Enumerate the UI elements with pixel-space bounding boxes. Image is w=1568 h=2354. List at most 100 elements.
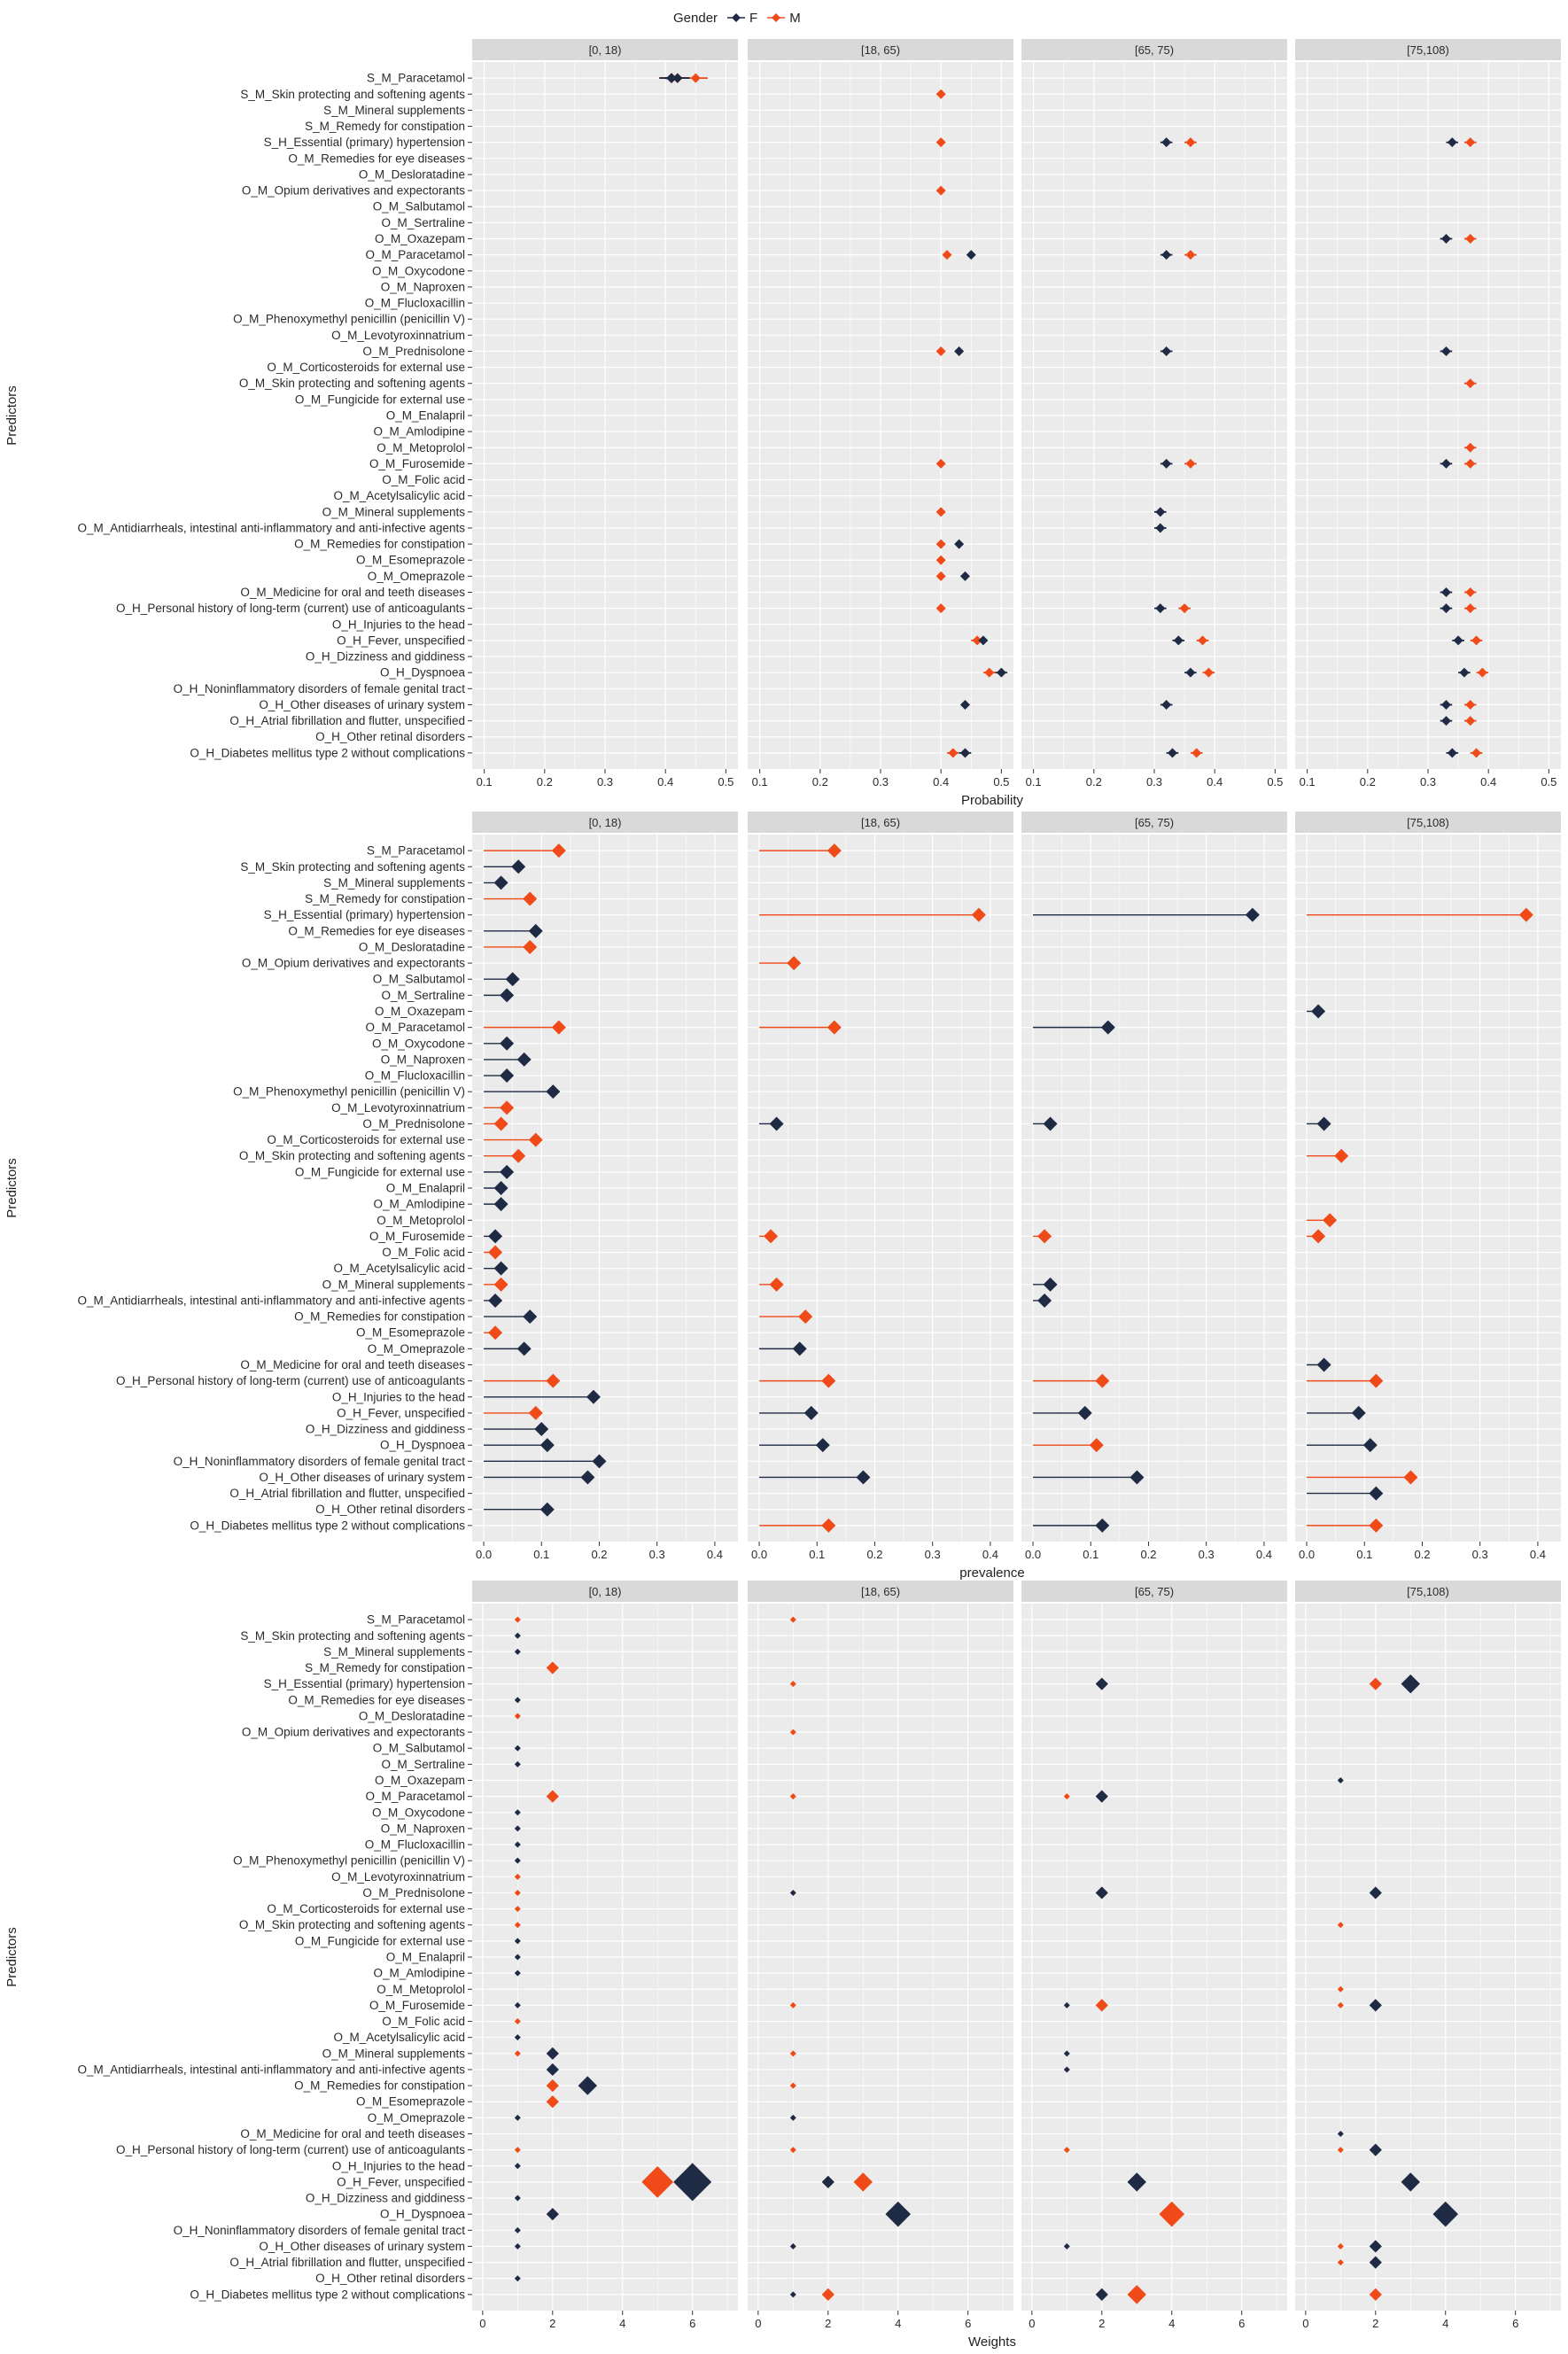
data-point bbox=[1185, 458, 1196, 469]
lollipop-head bbox=[500, 1068, 515, 1084]
weight-point bbox=[789, 2242, 796, 2249]
x-tick-label: 0.4 bbox=[1480, 775, 1496, 789]
y-tick-label: O_M_Mineral supplements bbox=[322, 2047, 466, 2060]
chart-3: S_M_Paracetamol S_M_Skin protecting and s… bbox=[4, 1581, 1561, 2350]
y-tick-label: O_M_Corticosteroids for external use bbox=[267, 1902, 465, 1915]
weight-point bbox=[1369, 2288, 1382, 2301]
y-tick-label: O_M_Furosemide bbox=[369, 1999, 465, 2012]
data-point bbox=[959, 699, 970, 710]
y-tick-label: O_M_Skin protecting and softening agents bbox=[239, 1149, 465, 1162]
weight-point bbox=[514, 1713, 521, 1720]
y-tick-label: O_M_Folic acid bbox=[382, 473, 465, 486]
x-tick-label: 0.2 bbox=[1086, 775, 1102, 789]
weight-point bbox=[1337, 2001, 1344, 2008]
weight-point bbox=[1369, 1999, 1382, 2012]
y-tick-label: O_H_Other diseases of urinary system bbox=[259, 698, 465, 711]
data-point bbox=[1167, 748, 1177, 758]
data-point bbox=[1447, 748, 1457, 758]
x-tick-label: 0.5 bbox=[1541, 775, 1556, 789]
y-tick-label: S_M_Skin protecting and softening agents bbox=[240, 860, 465, 874]
weight-point bbox=[546, 2095, 559, 2109]
data-point bbox=[1477, 667, 1487, 678]
lollipop-head bbox=[769, 1277, 784, 1292]
y-tick-label: O_M_Desloratadine bbox=[359, 1709, 465, 1722]
y-tick-label: S_M_Paracetamol bbox=[367, 844, 465, 858]
weight-point bbox=[514, 1809, 521, 1816]
weight-point bbox=[514, 1825, 521, 1832]
lollipop-head bbox=[493, 1116, 508, 1131]
panel-4: [75,108) 0 2 4 6 bbox=[1295, 1581, 1561, 2330]
y-tick-label: O_M_Antidiarrheals, intestinal anti-infl… bbox=[78, 521, 466, 534]
facet-label: [18, 65) bbox=[861, 43, 900, 57]
lollipop-head bbox=[1369, 1486, 1384, 1501]
lollipop-head bbox=[1129, 1470, 1145, 1485]
x-tick-label: 0.3 bbox=[1472, 1548, 1488, 1561]
y-tick-label: O_M_Amlodipine bbox=[373, 1198, 465, 1211]
facet-strip bbox=[472, 1581, 738, 1602]
weight-point bbox=[514, 1873, 521, 1880]
weight-point bbox=[1337, 1777, 1344, 1783]
facet-label: [0, 18) bbox=[589, 1585, 622, 1598]
weight-point bbox=[1401, 2172, 1420, 2192]
y-tick-label: O_H_Personal history of long-term (curre… bbox=[116, 1374, 465, 1387]
y-tick-label: O_H_Noninflammatory disorders of female … bbox=[174, 682, 466, 695]
lollipop-head bbox=[523, 891, 538, 906]
data-point bbox=[942, 250, 952, 260]
x-tick-label: 0.3 bbox=[649, 1548, 665, 1561]
y-tick-label: O_M_Remedies for constipation bbox=[294, 538, 465, 551]
y-tick-label: O_H_Dyspnoea bbox=[380, 666, 466, 680]
legend-key-f-icon bbox=[727, 13, 746, 22]
y-tick-label: O_M_Fungicide for external use bbox=[295, 1165, 465, 1178]
data-point bbox=[935, 555, 946, 565]
x-tick-label: 0 bbox=[1302, 2317, 1308, 2330]
data-point bbox=[1440, 603, 1451, 614]
x-tick-label: 0.2 bbox=[866, 1548, 882, 1561]
data-point bbox=[1440, 587, 1451, 597]
weight-point bbox=[853, 2172, 873, 2192]
x-tick-label: 0.1 bbox=[1083, 1548, 1098, 1561]
lollipop-head bbox=[516, 1341, 532, 1356]
y-tick-label: O_M_Desloratadine bbox=[359, 940, 465, 953]
x-tick-label: 0.3 bbox=[1146, 775, 1162, 789]
weight-point bbox=[514, 2242, 521, 2249]
data-point bbox=[1465, 442, 1476, 453]
x-tick-label: 6 bbox=[965, 2317, 971, 2330]
y-tick-label: O_M_Omeprazole bbox=[368, 1342, 465, 1356]
weight-point bbox=[789, 2291, 796, 2298]
y-tick-label: S_M_Remedy for constipation bbox=[305, 120, 465, 133]
lollipop-head bbox=[488, 1293, 503, 1308]
lollipop-head bbox=[1351, 1405, 1366, 1420]
x-tick-label: 6 bbox=[1512, 2317, 1518, 2330]
data-point bbox=[1465, 587, 1476, 597]
weight-point bbox=[514, 2034, 521, 2041]
lollipop-head bbox=[1311, 1229, 1326, 1244]
y-tick-label: O_M_Oxazepam bbox=[375, 232, 465, 245]
y-tick-label: O_M_Folic acid bbox=[382, 1246, 465, 1259]
x-tick-label: 0.1 bbox=[477, 775, 493, 789]
lollipop-head bbox=[592, 1454, 607, 1469]
y-tick-label: O_M_Naproxen bbox=[381, 1053, 465, 1066]
weight-point bbox=[514, 1616, 521, 1623]
x-tick-label: 4 bbox=[1442, 2317, 1448, 2330]
weight-point bbox=[1063, 2001, 1070, 2008]
y-tick-label: O_M_Sertraline bbox=[381, 216, 465, 229]
x-tick-label: 0.4 bbox=[1207, 775, 1223, 789]
y-tick-label: O_M_Salbutamol bbox=[373, 200, 465, 214]
data-point bbox=[1440, 699, 1451, 710]
facet-label: [0, 18) bbox=[589, 816, 622, 829]
lollipop-head bbox=[827, 1020, 842, 1035]
legend-label-f: F bbox=[749, 10, 758, 26]
data-point bbox=[690, 73, 701, 83]
lollipop-head bbox=[1518, 907, 1533, 922]
facet-strip bbox=[748, 1581, 1013, 1602]
y-tick-label: O_M_Fungicide for external use bbox=[295, 1934, 465, 1947]
facet-label: [75,108) bbox=[1407, 43, 1449, 57]
weight-point bbox=[514, 1906, 521, 1913]
lollipop-head bbox=[1095, 1518, 1110, 1533]
data-point bbox=[984, 667, 995, 678]
x-tick-label: 4 bbox=[619, 2317, 625, 2330]
lollipop-head bbox=[1095, 1373, 1110, 1388]
y-tick-label: O_M_Folic acid bbox=[382, 2015, 465, 2028]
x-tick-label: 0.1 bbox=[533, 1548, 549, 1561]
